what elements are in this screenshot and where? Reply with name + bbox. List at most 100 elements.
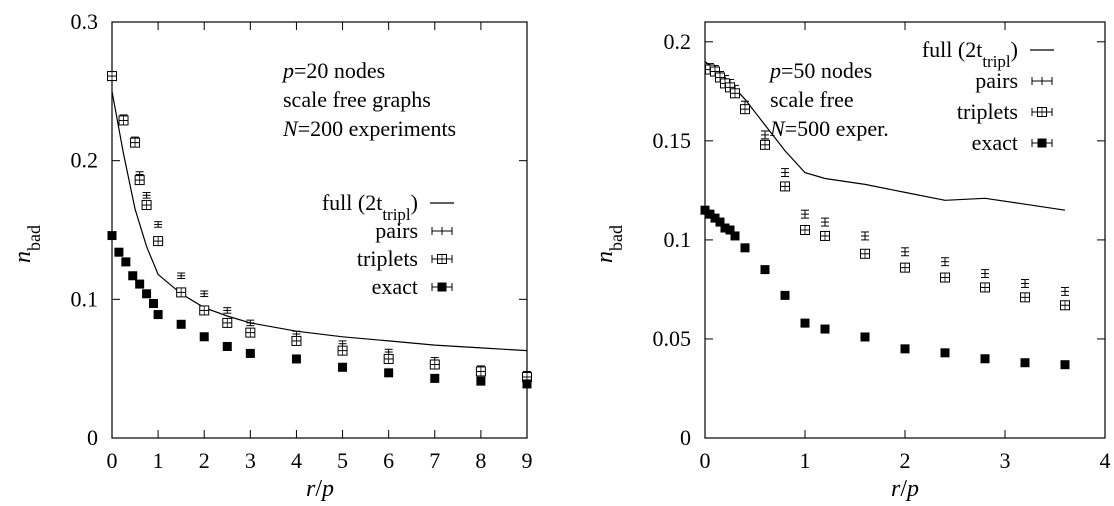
x-tick-label: 0 [700, 448, 711, 473]
data-point [730, 88, 740, 99]
data-point [134, 175, 145, 186]
legend-label: pairs [375, 218, 418, 243]
y-tick-label: 0 [680, 425, 691, 450]
data-point [245, 348, 255, 358]
data-point [114, 247, 124, 257]
data-point [176, 287, 187, 298]
data-point [177, 272, 186, 280]
data-point [861, 231, 869, 241]
legend-label: full (2ttripl) [922, 37, 1018, 71]
data-point [246, 319, 255, 327]
data-point [780, 290, 790, 300]
right-chart-panel: 0 1 2 3 4 0 0.05 0.1 0.15 0.2 r/p nbad p=50 nodes sca… [592, 21, 1111, 502]
data-point [760, 265, 770, 275]
y-tick-label: 0.15 [653, 128, 692, 153]
data-point [981, 269, 989, 279]
data-point [901, 247, 909, 257]
y-axis-title: nbad [592, 225, 626, 263]
annotation-text: scale free [770, 87, 854, 112]
series-line [704, 61, 1066, 211]
data-point [200, 290, 209, 298]
data-point [291, 335, 302, 346]
data-point [730, 231, 740, 241]
data-point [1060, 300, 1070, 311]
data-point [522, 379, 532, 389]
data-point [940, 272, 950, 283]
data-point [1060, 360, 1070, 370]
legend-label: pairs [975, 68, 1018, 93]
data-point [1061, 286, 1069, 296]
x-tick-label: 7 [429, 448, 440, 473]
data-point [135, 279, 145, 289]
data-point [860, 332, 870, 342]
data-point [1021, 279, 1029, 288]
plot-frame [704, 21, 1106, 439]
data-point [130, 137, 141, 148]
annotation-text: p=50 nodes [768, 58, 872, 83]
annotation-text: scale free graphs [283, 87, 431, 112]
data-point [384, 368, 394, 378]
data-point [199, 305, 210, 316]
legend-label: triplets [957, 99, 1018, 124]
legend-label: exact [972, 130, 1018, 155]
data-point [245, 327, 256, 338]
data-point [761, 130, 769, 140]
series-open-square [705, 64, 1070, 311]
data-point [800, 318, 810, 328]
left-chart-panel: 0 1 2 3 4 5 6 7 8 9 0 0.1 0.2 0.3 r/p nbad p=20 nodes sca… [10, 9, 533, 502]
series-open-square [107, 71, 532, 382]
annotation-text: p=20 nodes [281, 58, 385, 83]
data-point [780, 181, 790, 192]
data-point [222, 317, 233, 328]
data-point [900, 344, 910, 354]
x-axis-title: r/p [306, 476, 334, 502]
data-point [740, 104, 750, 115]
data-point [107, 231, 117, 241]
data-point [142, 192, 151, 199]
data-point [154, 221, 163, 228]
annotation-text: N=200 experiments [282, 116, 456, 141]
y-axis-title: nbad [10, 225, 44, 263]
legend-label: triplets [357, 246, 418, 271]
y-tick-label: 0.05 [653, 326, 692, 351]
data-point [153, 310, 163, 320]
series-filled-square [700, 205, 1070, 370]
y-tick-label: 0.3 [71, 9, 99, 34]
data-point [121, 257, 131, 267]
x-tick-label: 4 [291, 448, 302, 473]
data-point [223, 307, 232, 314]
legend-label: exact [372, 274, 418, 299]
data-point [383, 353, 394, 364]
x-tick-label: 9 [522, 448, 533, 473]
data-point [128, 271, 138, 281]
data-point [781, 168, 789, 178]
data-point [705, 209, 715, 219]
x-tick-label: 1 [153, 448, 164, 473]
data-point [107, 71, 117, 82]
data-point [940, 348, 950, 358]
series-filled-square [107, 231, 532, 389]
data-point [118, 115, 129, 126]
x-tick-label: 0 [107, 448, 118, 473]
y-tick-label: 0.2 [664, 29, 692, 54]
x-tick-label: 4 [1100, 448, 1111, 473]
data-point [149, 298, 158, 308]
data-point [429, 359, 440, 370]
plot-frame [111, 21, 528, 439]
data-point [176, 319, 186, 329]
legend-filled-square-sample [431, 282, 453, 292]
data-point [430, 373, 440, 383]
data-point [720, 223, 730, 233]
legend-label: full (2ttripl) [322, 190, 418, 224]
x-tick-label: 6 [383, 448, 394, 473]
data-point [980, 282, 990, 293]
legend-filled-square-sample [1031, 138, 1053, 148]
x-tick-label: 3 [245, 448, 256, 473]
data-point [476, 376, 486, 386]
x-tick-label: 3 [1000, 448, 1011, 473]
data-point [1020, 358, 1030, 368]
data-point [820, 230, 830, 241]
x-tick-label: 2 [199, 448, 210, 473]
x-axis-title: r/p [891, 476, 919, 502]
series-line [111, 91, 528, 352]
